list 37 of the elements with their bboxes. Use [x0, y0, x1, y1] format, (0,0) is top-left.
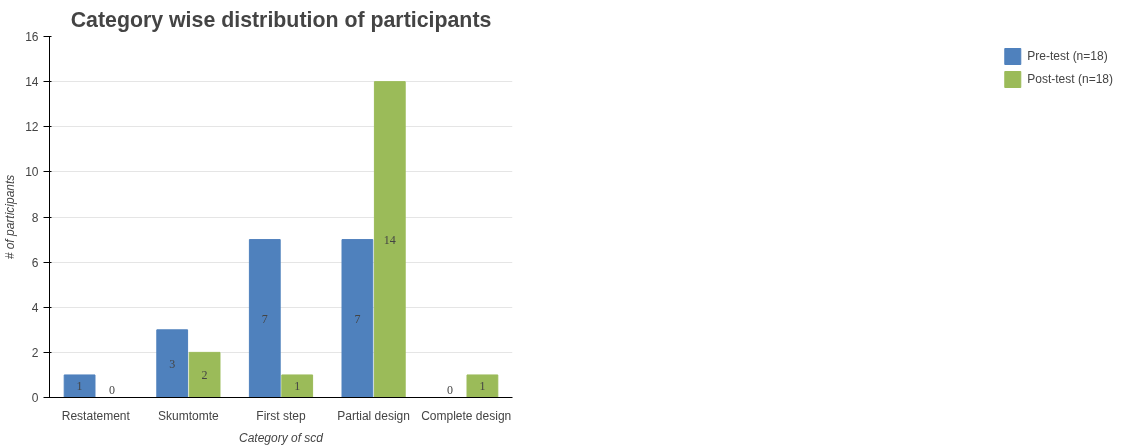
chart-title: Category wise distribution of participants: [70, 7, 492, 32]
data-label: 0: [109, 382, 115, 397]
y-tick-label: 14: [25, 75, 39, 90]
y-tick-label: 10: [25, 165, 39, 180]
legend-label: Pre-test (n=18): [1027, 49, 1108, 63]
bar: [188, 351, 221, 398]
bar: [373, 81, 406, 398]
y-tick-label: 12: [25, 120, 39, 135]
y-tick-label: 16: [25, 30, 39, 44]
x-axis-title: Category of scd: [238, 430, 324, 445]
data-label: 1: [76, 379, 83, 394]
y-axis-title: # of participants: [3, 174, 18, 260]
bar: [156, 329, 189, 398]
data-label: 7: [261, 311, 268, 326]
bar: [63, 374, 96, 398]
bar: [248, 239, 281, 398]
x-tick-label: Skumtomte: [158, 408, 220, 423]
y-tick-label: 2: [31, 345, 39, 360]
x-tick-label: Restatement: [61, 408, 131, 423]
legend-label: Post-test (n=18): [1027, 72, 1113, 86]
data-label: 0: [446, 382, 453, 397]
data-label: 3: [169, 356, 176, 371]
x-tick-label: Partial design: [337, 408, 410, 423]
y-tick-label: 4: [31, 300, 39, 315]
y-tick-label: 8: [31, 210, 39, 225]
data-label: 2: [201, 367, 208, 382]
data-label: 7: [354, 311, 361, 326]
y-tick-label: 6: [31, 255, 39, 270]
x-tick-label: First step: [256, 408, 306, 423]
x-tick-label: Complete design: [421, 408, 512, 423]
data-label: 1: [479, 379, 486, 394]
data-label: 14: [383, 232, 396, 247]
bar: [466, 374, 499, 398]
y-tick-label: 0: [31, 391, 39, 405]
bar: [281, 374, 314, 398]
bar: [341, 239, 374, 398]
data-label: 1: [294, 379, 301, 394]
